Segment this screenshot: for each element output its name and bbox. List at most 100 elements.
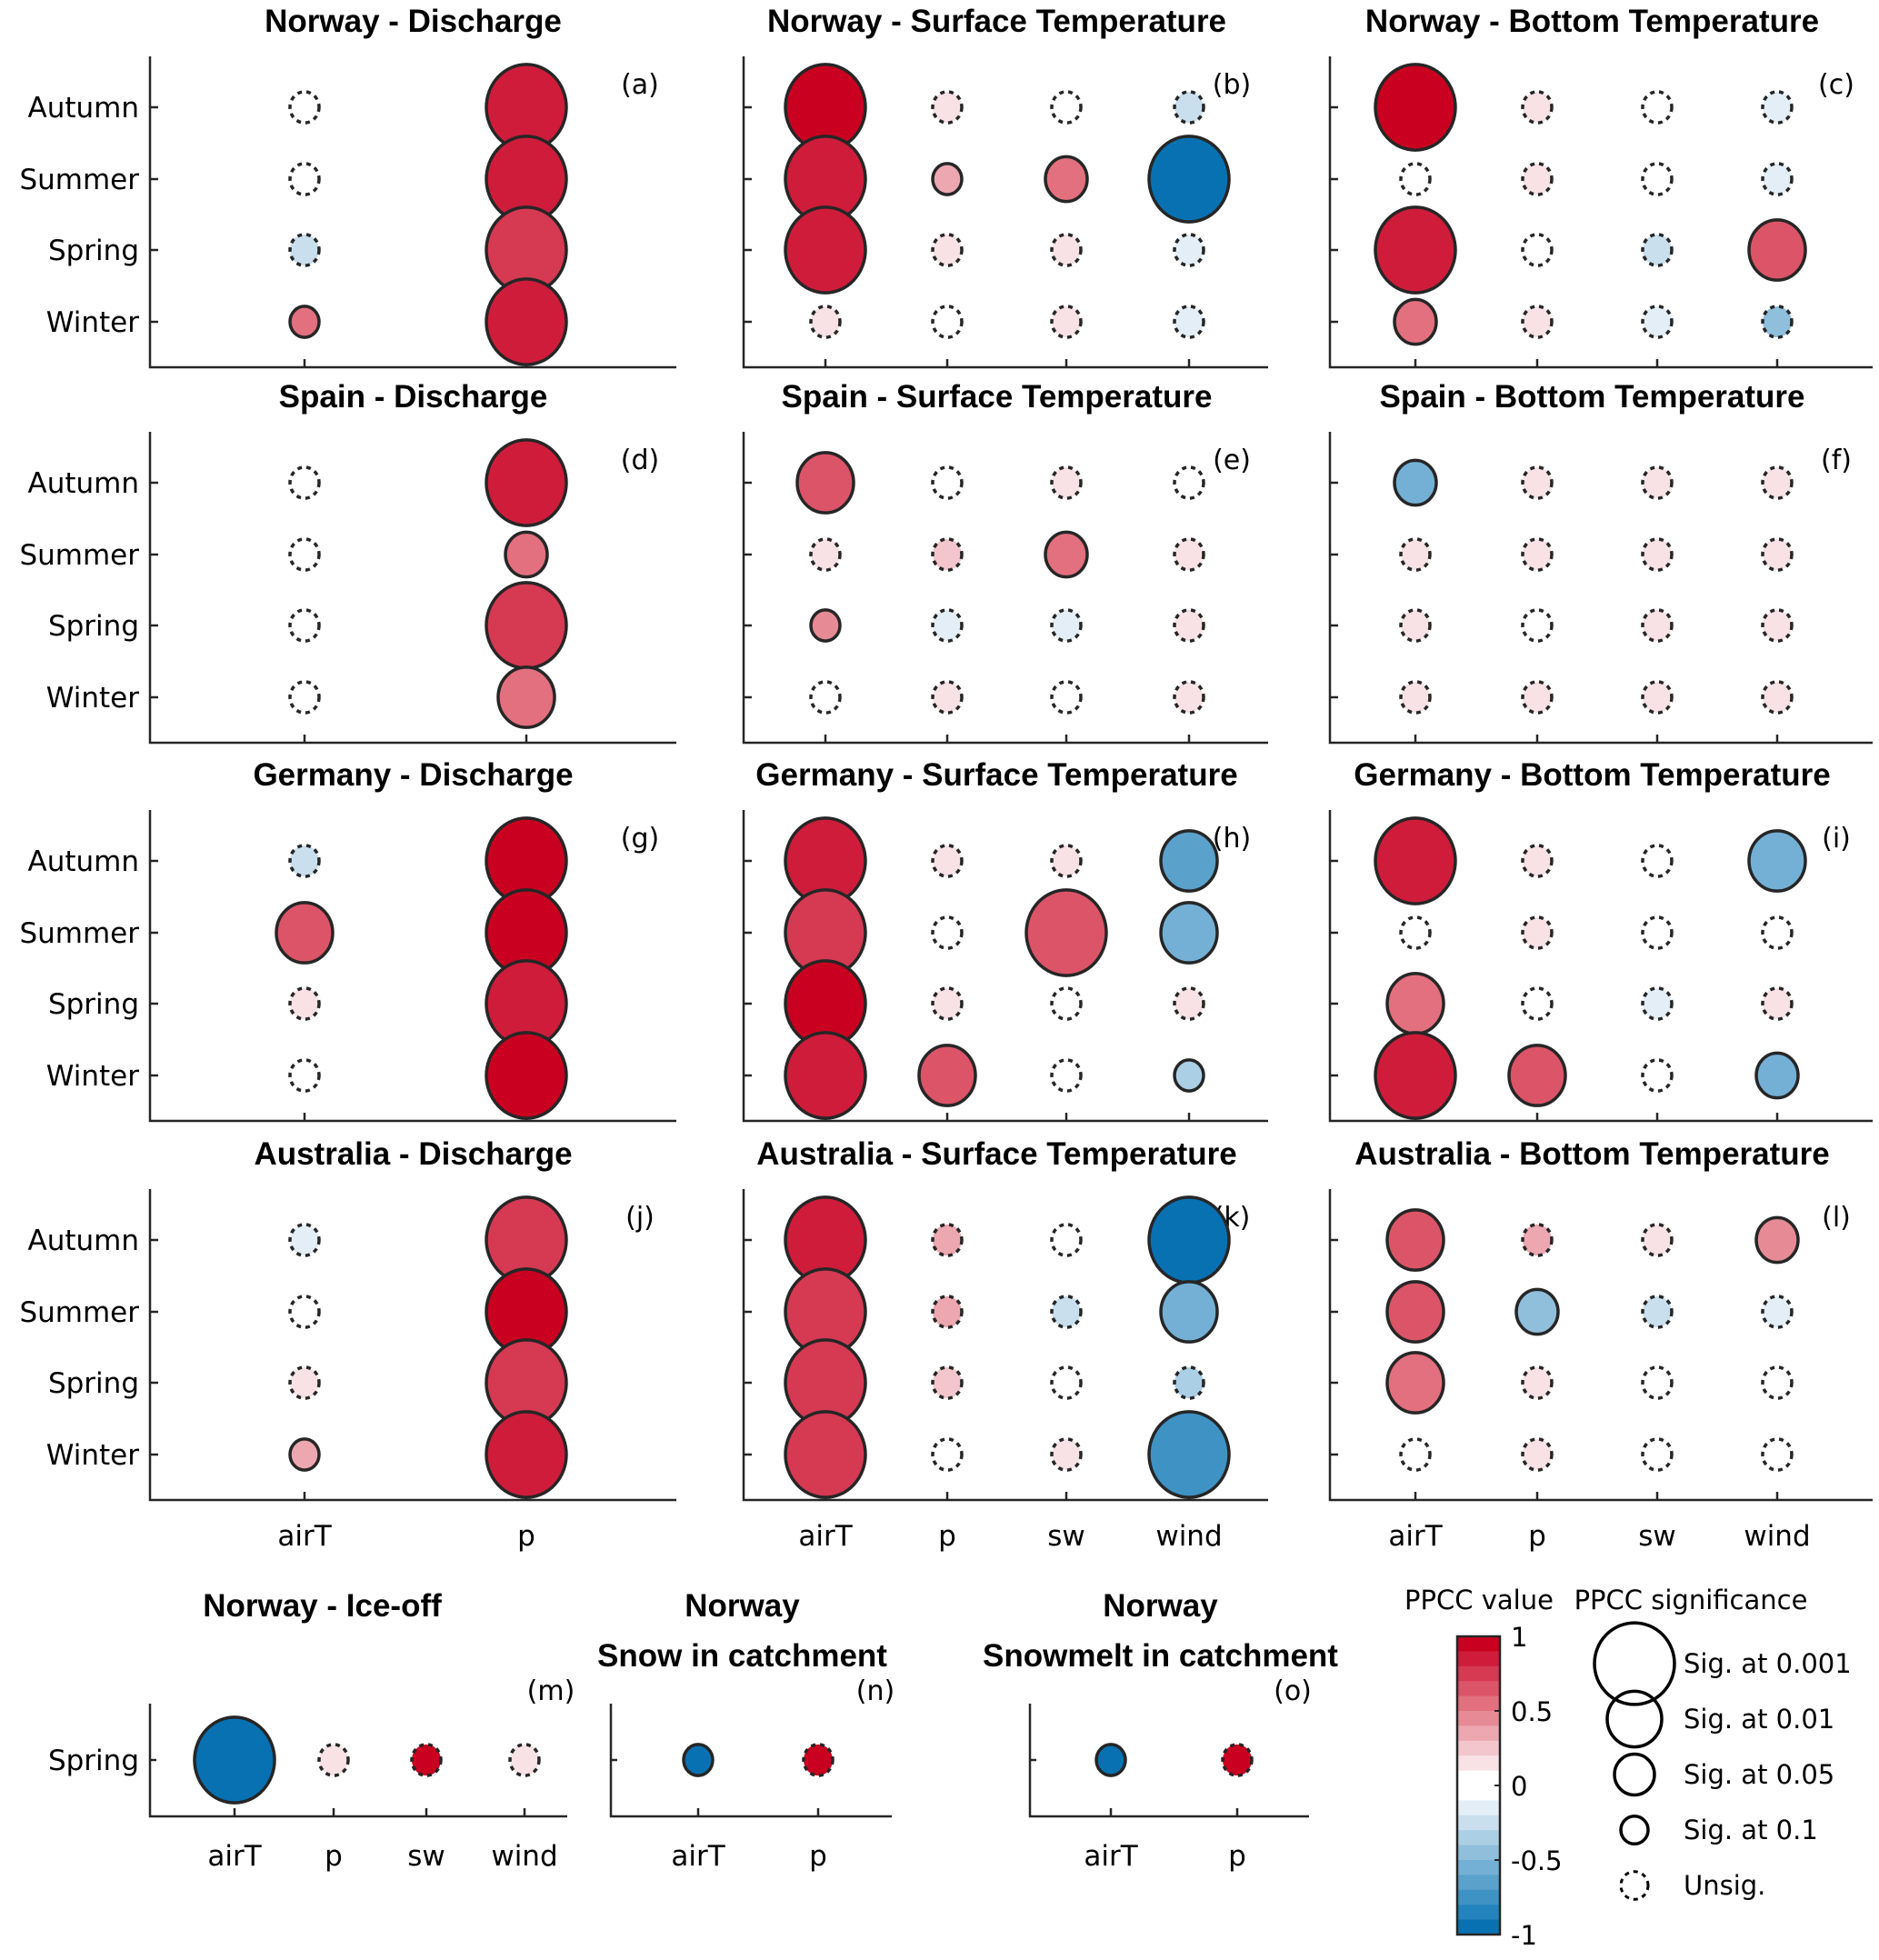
bubble-unsig xyxy=(1173,608,1205,643)
y-tick-label: Autumn xyxy=(27,92,139,125)
bubble-unsig xyxy=(1050,1223,1083,1257)
bubble-sig xyxy=(1374,205,1457,295)
colorbar-bin xyxy=(1457,1711,1500,1726)
bubble-sig xyxy=(1507,1044,1567,1107)
legend-symbol-unsig xyxy=(1619,1870,1650,1901)
bubble-sig xyxy=(485,1031,568,1120)
bubble-unsig xyxy=(1521,1365,1554,1400)
bubble-unsig xyxy=(1050,305,1083,339)
panel-b: Norway - Surface Temperature (b) xyxy=(742,4,1268,369)
bubble-unsig xyxy=(288,608,321,643)
bubble-unsig xyxy=(1761,915,1794,950)
x-tick-label: airT xyxy=(1388,1520,1443,1553)
panel-axes xyxy=(742,810,1268,1123)
bubble-sig xyxy=(1374,1031,1457,1120)
bubble-unsig xyxy=(1399,915,1432,950)
panel-title: Snowmelt in catchment xyxy=(983,1638,1338,1674)
bubble-unsig xyxy=(1641,465,1674,500)
bubble-sig xyxy=(288,305,321,339)
panel-title: Norway - Discharge xyxy=(265,4,562,39)
panel-title: Norway xyxy=(685,1588,800,1624)
colorbar-title: PPCC value xyxy=(1404,1585,1554,1615)
bubble-unsig xyxy=(1641,608,1674,643)
bubble-unsig xyxy=(288,1223,321,1257)
panel-title: Norway - Ice-off xyxy=(203,1588,442,1624)
panel-l: Australia - Bottom Temperature (l) airT p sw… xyxy=(1328,1136,1873,1553)
colorbar-bin xyxy=(1457,1860,1500,1875)
legend-label: Unsig. xyxy=(1684,1870,1765,1901)
bubble-unsig xyxy=(1050,608,1083,643)
bubble-sig xyxy=(1754,1051,1800,1100)
x-tick-label: airT xyxy=(207,1840,262,1873)
panel-axes xyxy=(1328,1189,1873,1502)
bubble-sig xyxy=(1385,1280,1445,1344)
panel-label: (n) xyxy=(856,1675,895,1707)
bubble-unsig xyxy=(288,986,321,1021)
bubble-sig xyxy=(1159,829,1219,893)
panel-axes xyxy=(1328,810,1873,1123)
colorbar: PPCC value 1 0.5 0 -0.5 -1 xyxy=(1404,1585,1563,1951)
bubble-unsig xyxy=(317,1743,350,1777)
bubble-unsig xyxy=(802,1743,835,1777)
bubble-sig xyxy=(1024,888,1108,977)
x-tick-label: airT xyxy=(798,1520,853,1553)
y-tick-label: Summer xyxy=(19,1296,139,1329)
legend-label: Sig. at 0.001 xyxy=(1684,1648,1852,1679)
bubble-unsig xyxy=(1050,1058,1083,1093)
bubble-unsig xyxy=(288,680,321,715)
panel-axes xyxy=(609,1704,892,1818)
x-tick-label: wind xyxy=(1155,1520,1222,1553)
panel-h: Germany - Surface Temperature (h) xyxy=(742,757,1268,1123)
bubble-unsig xyxy=(809,680,842,715)
colorbar-bin xyxy=(1457,1681,1500,1697)
colorbar-bin xyxy=(1457,1815,1500,1831)
bubble-sig xyxy=(496,665,556,729)
bubble-unsig xyxy=(1399,608,1432,643)
bubble-unsig xyxy=(1050,90,1083,125)
bubble-sig xyxy=(917,1044,977,1107)
bubble-unsig xyxy=(1641,1437,1674,1472)
panel-axes xyxy=(1028,1704,1309,1818)
bubble-sig xyxy=(1385,1208,1445,1272)
bubble-unsig xyxy=(288,1365,321,1400)
bubble-unsig xyxy=(1221,1743,1254,1777)
panel-k: Australia - Surface Temperature(k)airT p s… xyxy=(742,1136,1268,1553)
bubble-unsig xyxy=(1641,986,1674,1021)
legend-symbol-0_01 xyxy=(1605,1689,1664,1749)
panel-title: Norway xyxy=(1103,1588,1218,1624)
bubble-unsig xyxy=(931,233,964,267)
bubble-unsig xyxy=(1761,305,1794,339)
bubble-unsig xyxy=(1521,465,1554,500)
bubble-sig xyxy=(1514,1287,1560,1336)
bubble-unsig xyxy=(1521,844,1554,878)
colorbar-bin xyxy=(1457,1770,1500,1786)
colorbar-tick-label: -1 xyxy=(1511,1920,1537,1951)
bubble-unsig xyxy=(410,1743,443,1777)
panel-axes xyxy=(148,432,676,745)
bubble-unsig xyxy=(931,465,964,500)
bubble-sig xyxy=(1747,829,1807,893)
panel-g: Germany - Discharge (g) Autumn Summer Spring… xyxy=(19,757,676,1123)
bubble-unsig xyxy=(288,844,321,878)
bubble-unsig xyxy=(1521,305,1554,339)
bubble-unsig xyxy=(1761,162,1794,196)
x-tick-label: wind xyxy=(1744,1520,1810,1553)
panel-label: (g) xyxy=(621,823,659,855)
bubble-unsig xyxy=(1641,915,1674,950)
bubble-unsig xyxy=(931,1295,964,1329)
x-tick-label: airT xyxy=(671,1840,725,1873)
bubble-sig xyxy=(784,1031,867,1120)
bubble-unsig xyxy=(1641,537,1674,572)
panel-label: (j) xyxy=(625,1202,655,1234)
colorbar-bin xyxy=(1457,1905,1500,1921)
bubble-unsig xyxy=(931,305,964,339)
bubble-sig xyxy=(193,1715,276,1805)
bubble-sig xyxy=(1393,458,1438,507)
bubble-unsig xyxy=(931,915,964,950)
colorbar-bin xyxy=(1457,1636,1500,1652)
bubble-unsig xyxy=(1521,608,1554,643)
panel-label: (o) xyxy=(1274,1675,1312,1707)
panel-axes xyxy=(742,56,1268,369)
bubble-unsig xyxy=(1050,233,1083,267)
